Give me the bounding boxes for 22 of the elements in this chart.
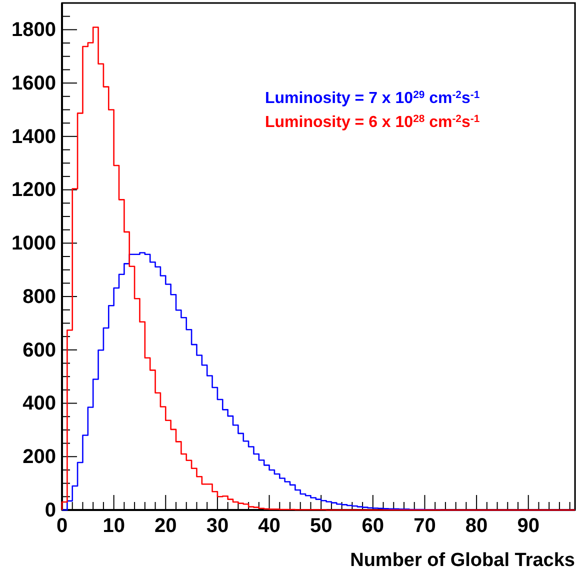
x-axis-title: Number of Global Tracks [350, 550, 575, 571]
y-tick-label: 0 [44, 499, 56, 522]
x-tick-label: 80 [465, 515, 488, 538]
y-tick-label: 400 [22, 392, 56, 415]
y-tick-label: 1800 [12, 19, 56, 42]
x-tick-label: 30 [206, 515, 229, 538]
y-tick-label: 200 [22, 446, 56, 468]
text: Luminosity = 7 x 10$^{29}$ cm$^{-2}$s$^{-1}$ [265, 90, 480, 107]
y-tick-label: 1400 [12, 126, 56, 148]
y-tick-label: 1600 [12, 72, 56, 94]
x-tick-label: 20 [154, 515, 177, 538]
y-tick-label: 1000 [12, 232, 56, 255]
x-tick-label: 60 [362, 515, 384, 538]
x-tick-label: 90 [517, 515, 540, 538]
text: Luminosity = 6 x 10$^{28}$ cm$^{-2}$s$^{-1}$ [265, 114, 480, 131]
x-tick-label: 70 [414, 515, 436, 538]
x-tick-label: 40 [258, 515, 280, 538]
y-tick-label: 1200 [12, 179, 56, 202]
x-tick-label: 50 [310, 515, 332, 538]
x-tick-label: 10 [102, 515, 125, 538]
y-tick-label: 800 [22, 286, 56, 308]
y-tick-label: 600 [22, 339, 56, 362]
